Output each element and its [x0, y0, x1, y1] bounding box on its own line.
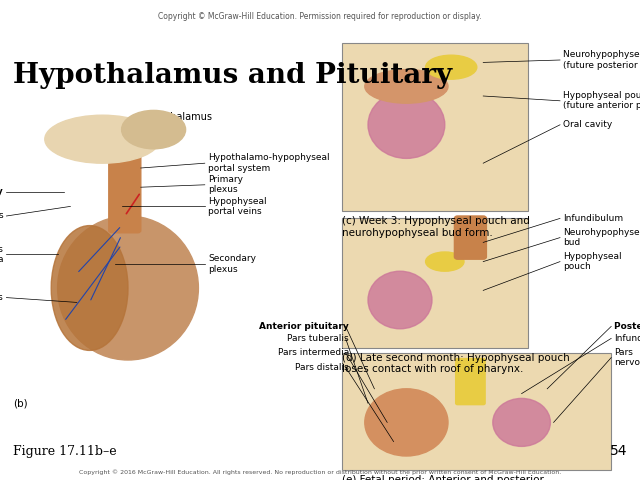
Text: Neurohypophyseal bud
(future posterior pituitary): Neurohypophyseal bud (future posterior p…	[563, 50, 640, 70]
Text: (e) Fetal period: Anterior and posterior
pituitary have formed.: (e) Fetal period: Anterior and posterior…	[342, 475, 544, 480]
Ellipse shape	[58, 216, 198, 360]
Text: Hypophyseal
pouch: Hypophyseal pouch	[563, 252, 622, 271]
Text: Hypothalamus: Hypothalamus	[115, 112, 212, 133]
FancyBboxPatch shape	[454, 216, 486, 259]
Text: Figure 17.11b–e: Figure 17.11b–e	[13, 445, 116, 458]
Text: Infundibulum: Infundibulum	[563, 214, 623, 223]
Text: (c) Week 3: Hypophyseal pouch and
neurohypophyseal bud form.: (c) Week 3: Hypophyseal pouch and neuroh…	[342, 216, 531, 238]
Text: Pars tuberalis: Pars tuberalis	[0, 212, 3, 220]
Text: Primary
plexus: Primary plexus	[208, 175, 243, 194]
Text: Hypothalamo-hypophyseal
portal system: Hypothalamo-hypophyseal portal system	[208, 154, 330, 173]
FancyBboxPatch shape	[342, 218, 528, 348]
Text: Pars tuberalis: Pars tuberalis	[287, 334, 349, 343]
Ellipse shape	[368, 271, 432, 329]
Text: Hypothalamus and Pituitary: Hypothalamus and Pituitary	[13, 62, 452, 89]
Text: Pars
intermedia: Pars intermedia	[0, 245, 3, 264]
Text: (b): (b)	[13, 398, 28, 408]
FancyBboxPatch shape	[456, 359, 485, 405]
Ellipse shape	[122, 110, 186, 149]
Text: Copyright © McGraw-Hill Education. Permission required for reproduction or displ: Copyright © McGraw-Hill Education. Permi…	[158, 12, 482, 21]
Text: Oral cavity: Oral cavity	[563, 120, 612, 129]
Text: Pars
nervosa: Pars nervosa	[614, 348, 640, 367]
Text: Pars intermedia: Pars intermedia	[278, 348, 349, 357]
Text: Posterior pituitary: Posterior pituitary	[614, 322, 640, 331]
Ellipse shape	[426, 252, 464, 271]
Text: 54: 54	[610, 444, 627, 458]
Text: Hypophyseal pouch
(future anterior pituitary): Hypophyseal pouch (future anterior pitui…	[563, 91, 640, 110]
Text: Neurohypophyseal
bud: Neurohypophyseal bud	[563, 228, 640, 247]
Ellipse shape	[368, 91, 445, 158]
Ellipse shape	[51, 226, 128, 350]
FancyBboxPatch shape	[342, 353, 611, 470]
Text: Anterior pituitary: Anterior pituitary	[0, 188, 3, 196]
Ellipse shape	[493, 398, 550, 446]
Text: Infundibulum: Infundibulum	[614, 334, 640, 343]
FancyBboxPatch shape	[109, 142, 141, 233]
Ellipse shape	[426, 55, 477, 79]
Text: Copyright © 2016 McGraw-Hill Education. All rights reserved. No reproduction or : Copyright © 2016 McGraw-Hill Education. …	[79, 469, 561, 475]
Text: Anterior pituitary: Anterior pituitary	[259, 322, 349, 331]
Text: Pars distalis: Pars distalis	[295, 363, 349, 372]
Text: Hypophyseal
portal veins: Hypophyseal portal veins	[208, 197, 267, 216]
Ellipse shape	[365, 389, 448, 456]
Text: Pars distalis: Pars distalis	[0, 293, 3, 302]
Text: Secondary
plexus: Secondary plexus	[208, 254, 256, 274]
Ellipse shape	[365, 70, 448, 103]
Ellipse shape	[45, 115, 160, 163]
Text: (d) Late second month: Hypophyseal pouch
loses contact with roof of pharynx.: (d) Late second month: Hypophyseal pouch…	[342, 353, 570, 374]
FancyBboxPatch shape	[342, 43, 528, 211]
